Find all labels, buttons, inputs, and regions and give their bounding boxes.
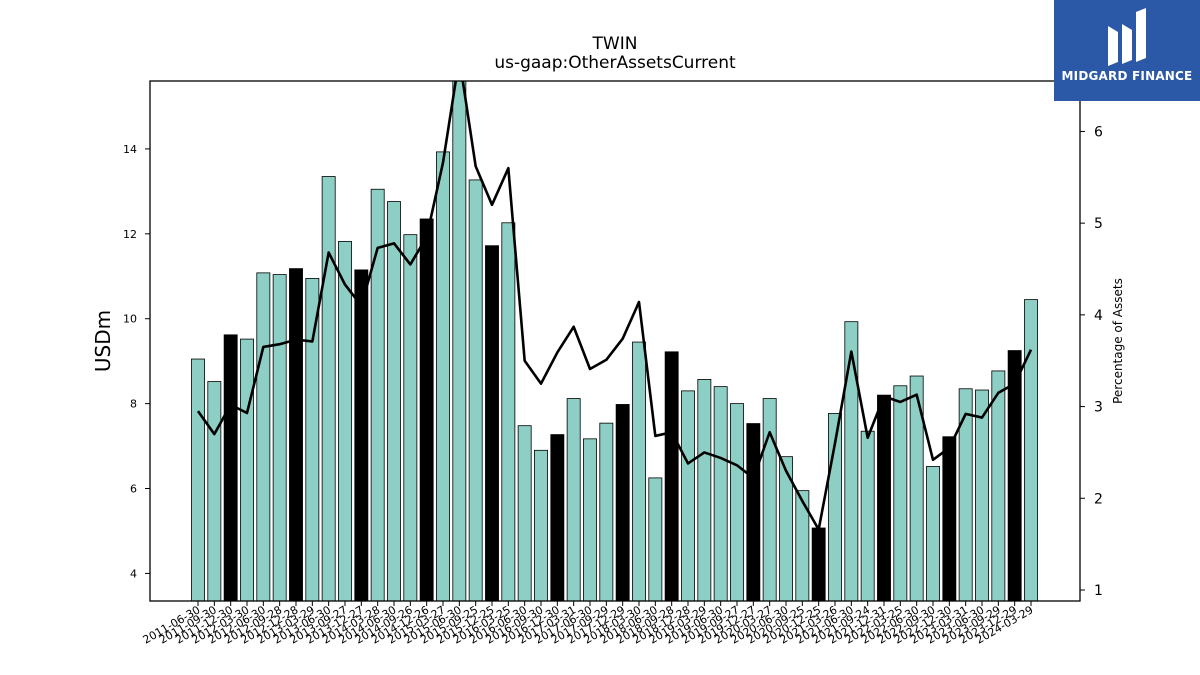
y-tick-label-right: 2 (1094, 491, 1103, 507)
bar (240, 338, 254, 601)
bar (991, 370, 1006, 601)
bar (681, 390, 695, 601)
plot-marks (191, 81, 1038, 601)
bar (370, 188, 385, 601)
bar (403, 234, 418, 601)
bar (942, 436, 957, 601)
midgard-logo-icon (1108, 8, 1146, 66)
y-tick-label-left: 10 (123, 313, 137, 326)
y-tick-label-left: 14 (123, 143, 137, 156)
y-tick-label-left: 4 (130, 567, 137, 580)
bar (436, 151, 450, 601)
bar (615, 404, 630, 601)
bar (877, 394, 891, 601)
bar (468, 179, 483, 601)
bar (893, 385, 908, 601)
brand-name: MIDGARD FINANCE (1061, 69, 1193, 83)
series-line (196, 81, 1033, 531)
bar (354, 269, 369, 601)
y-tick-label-left: 8 (130, 398, 137, 411)
y-tick-label-left: 6 (130, 483, 137, 496)
bar (338, 241, 352, 601)
bar (272, 274, 287, 601)
bar (223, 334, 238, 601)
bar (207, 381, 222, 601)
y-tick-label-left: 12 (123, 228, 137, 241)
bar (975, 389, 989, 601)
brand-logo: MIDGARD FINANCE (1054, 0, 1200, 101)
bar (762, 398, 777, 601)
y-axis-label-left: USDm (91, 310, 115, 372)
bar (305, 277, 320, 601)
bar (452, 81, 467, 601)
bar (844, 321, 859, 601)
bar (860, 430, 875, 601)
bar (419, 218, 434, 601)
y-axis-label-right: Percentage of Assets (1111, 278, 1125, 404)
bar (566, 398, 581, 601)
bar (550, 434, 565, 601)
bar (926, 466, 940, 601)
plot-frame (149, 80, 1081, 602)
bar (697, 379, 712, 601)
bar (191, 358, 205, 601)
bar (730, 403, 744, 601)
bar (289, 268, 303, 601)
bar (256, 272, 271, 601)
bar (485, 245, 499, 601)
bar (583, 438, 597, 601)
chart-subtitle: us-gaap:OtherAssetsCurrent (494, 53, 736, 73)
y-tick-label-right: 5 (1094, 216, 1103, 232)
bar (746, 423, 761, 601)
bar (713, 386, 728, 601)
bar (321, 176, 336, 601)
bar (517, 425, 532, 601)
bar (779, 456, 793, 601)
bar (795, 490, 810, 601)
bar (599, 422, 614, 601)
bar (811, 527, 826, 601)
y-tick-label-right: 4 (1094, 308, 1103, 324)
bar (648, 477, 663, 601)
y-tick-label-right: 3 (1094, 400, 1103, 416)
bar (1007, 350, 1022, 601)
plot-area: 4681012141234562011-06-302011-09-302011-… (123, 81, 1103, 647)
bar (1024, 299, 1038, 601)
bar (958, 388, 973, 601)
bar (387, 201, 401, 601)
y-tick-label-right: 6 (1094, 124, 1103, 140)
bar (632, 341, 646, 601)
bar (534, 449, 548, 601)
y-tick-label-right: 1 (1094, 583, 1103, 599)
bar (664, 351, 679, 601)
chart-title: TWIN (592, 34, 638, 54)
bar (501, 222, 516, 601)
